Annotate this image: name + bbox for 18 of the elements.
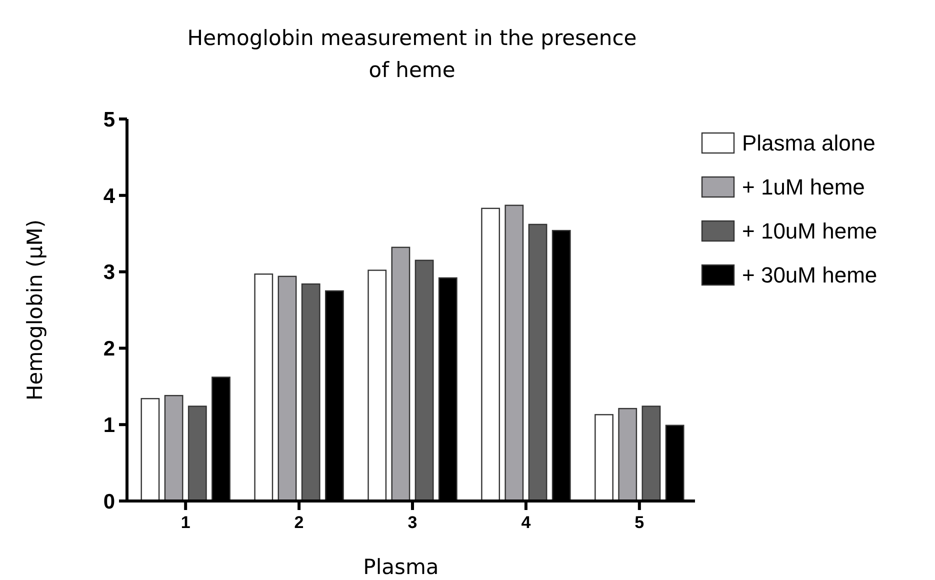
x-tick-label: 2 [294, 513, 304, 532]
x-tick-label: 1 [180, 513, 190, 532]
legend-label: + 30uM heme [742, 262, 878, 288]
y-tick-label: 3 [103, 261, 115, 284]
y-tick-label: 2 [103, 338, 115, 361]
legend-label: Plasma alone [742, 130, 876, 156]
y-tick-label: 1 [103, 414, 116, 437]
chart-title: Hemoglobin measurement in the presence of heme [187, 26, 637, 82]
y-tick-label: 5 [103, 108, 116, 132]
x-tick-label: 5 [634, 513, 644, 532]
legend-label: + 10uM heme [742, 218, 878, 244]
x-axis-title: Plasma [363, 555, 439, 579]
y-axis-title: Hemoglobin (µM) [23, 219, 47, 401]
y-tick-label: 0 [103, 490, 115, 514]
x-tick-label: 4 [521, 513, 532, 532]
legend-label: + 1uM heme [742, 174, 865, 200]
y-tick-label: 4 [103, 184, 116, 208]
x-tick-label: 3 [408, 513, 418, 532]
